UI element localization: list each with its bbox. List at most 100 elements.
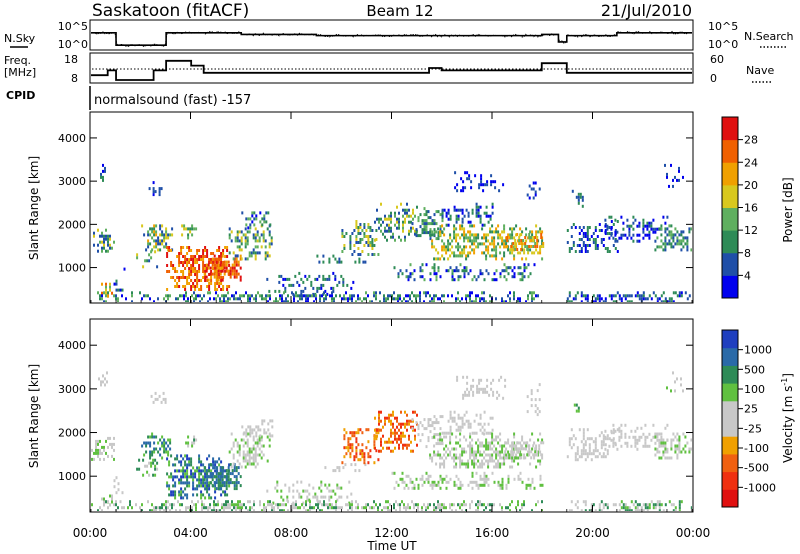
power-cell: [431, 230, 434, 234]
power-cell: [195, 227, 198, 231]
velocity-cell: [242, 438, 245, 442]
power-cell: [517, 300, 519, 302]
power-cell: [497, 236, 500, 240]
power-cell: [479, 297, 481, 301]
power-cell: [463, 227, 466, 231]
power-cell: [688, 227, 691, 231]
velocity-cell: [459, 486, 462, 490]
velocity-cell: [518, 447, 521, 451]
velocity-cell: [534, 410, 537, 414]
velocity-cell: [479, 422, 482, 426]
power-cell: [256, 233, 259, 237]
velocity-cell: [447, 447, 450, 451]
velocity-cell: [529, 462, 532, 466]
power-cell: [355, 235, 358, 238]
power-cell: [586, 300, 589, 302]
power-cell: [190, 267, 193, 270]
velocity-cell: [202, 484, 205, 488]
velocity-cell: [503, 462, 506, 466]
power-cell: [158, 193, 161, 197]
power-cell: [193, 300, 195, 302]
velocity-cell: [386, 440, 388, 444]
velocity-cell: [324, 483, 327, 487]
power-cell: [642, 291, 645, 295]
power-cell: [219, 297, 221, 301]
velocity-cell: [103, 500, 105, 504]
power-cell: [670, 236, 673, 240]
velocity-cell: [535, 465, 538, 469]
power-cell: [279, 294, 281, 298]
power-cell: [193, 291, 195, 295]
power-cell: [596, 235, 599, 238]
power-cell: [678, 166, 680, 170]
velocity-cell: [206, 481, 209, 485]
velocity-cell: [666, 386, 668, 390]
power-cell: [217, 269, 220, 273]
power-cell: [105, 285, 107, 289]
velocity-cell: [221, 478, 224, 482]
power-cell: [391, 294, 393, 298]
power-cell: [205, 263, 208, 267]
power-cell: [480, 177, 483, 181]
velocity-cell: [612, 423, 615, 427]
velocity-cell: [198, 457, 201, 461]
velocity-cell: [207, 506, 209, 510]
velocity-cell: [421, 477, 424, 481]
velocity-cell: [103, 497, 105, 501]
power-cell: [215, 291, 217, 295]
velocity-cell: [107, 454, 109, 458]
power-cell: [355, 238, 358, 241]
velocity-cell: [295, 506, 297, 510]
power-cell: [423, 222, 426, 226]
power-cell: [297, 294, 299, 298]
power-cell: [153, 239, 156, 243]
power-cell: [515, 233, 518, 237]
velocity-cell: [248, 447, 251, 451]
power-cell: [539, 230, 542, 234]
velocity-cell: [441, 456, 444, 460]
power-cell: [425, 294, 427, 298]
power-cell: [491, 211, 494, 215]
power-cell: [461, 269, 464, 273]
velocity-cell: [97, 439, 99, 443]
velocity-cell: [182, 490, 185, 494]
velocity-cell: [405, 509, 407, 511]
power-cell: [359, 223, 362, 226]
velocity-cell: [471, 444, 474, 448]
velocity-cell: [433, 427, 436, 431]
power-cell: [582, 241, 585, 244]
power-cell: [392, 232, 394, 236]
power-cell: [222, 252, 225, 255]
power-cell: [518, 239, 521, 242]
power-cell: [240, 239, 243, 243]
velocity-cell: [582, 428, 585, 432]
velocity-cell: [530, 392, 533, 396]
velocity-cell: [534, 398, 537, 402]
velocity-cell: [670, 441, 673, 445]
velocity-cell: [538, 383, 541, 387]
power-cell: [172, 264, 175, 267]
velocity-cell: [228, 450, 231, 454]
power-cell: [333, 300, 335, 302]
power-cell: [213, 275, 216, 279]
velocity-cell: [260, 438, 263, 442]
power-cell: [592, 238, 595, 241]
velocity-cell: [300, 495, 303, 499]
power-cell: [196, 285, 199, 288]
velocity-cell: [215, 478, 218, 482]
power-cell: [462, 180, 465, 184]
power-cell: [489, 214, 492, 218]
power-colorbar-label: 20: [744, 179, 758, 192]
velocity-cell: [93, 451, 95, 455]
velocity-cell: [229, 478, 232, 482]
velocity-cell: [467, 483, 470, 487]
power-cell: [419, 266, 422, 270]
power-cell: [184, 285, 187, 288]
power-cell: [531, 230, 534, 234]
power-cell: [268, 230, 271, 234]
power-cell: [614, 247, 617, 250]
velocity-cell: [678, 438, 681, 442]
power-cell: [510, 248, 513, 251]
velocity-cell: [246, 438, 249, 442]
power-cell: [322, 274, 325, 278]
